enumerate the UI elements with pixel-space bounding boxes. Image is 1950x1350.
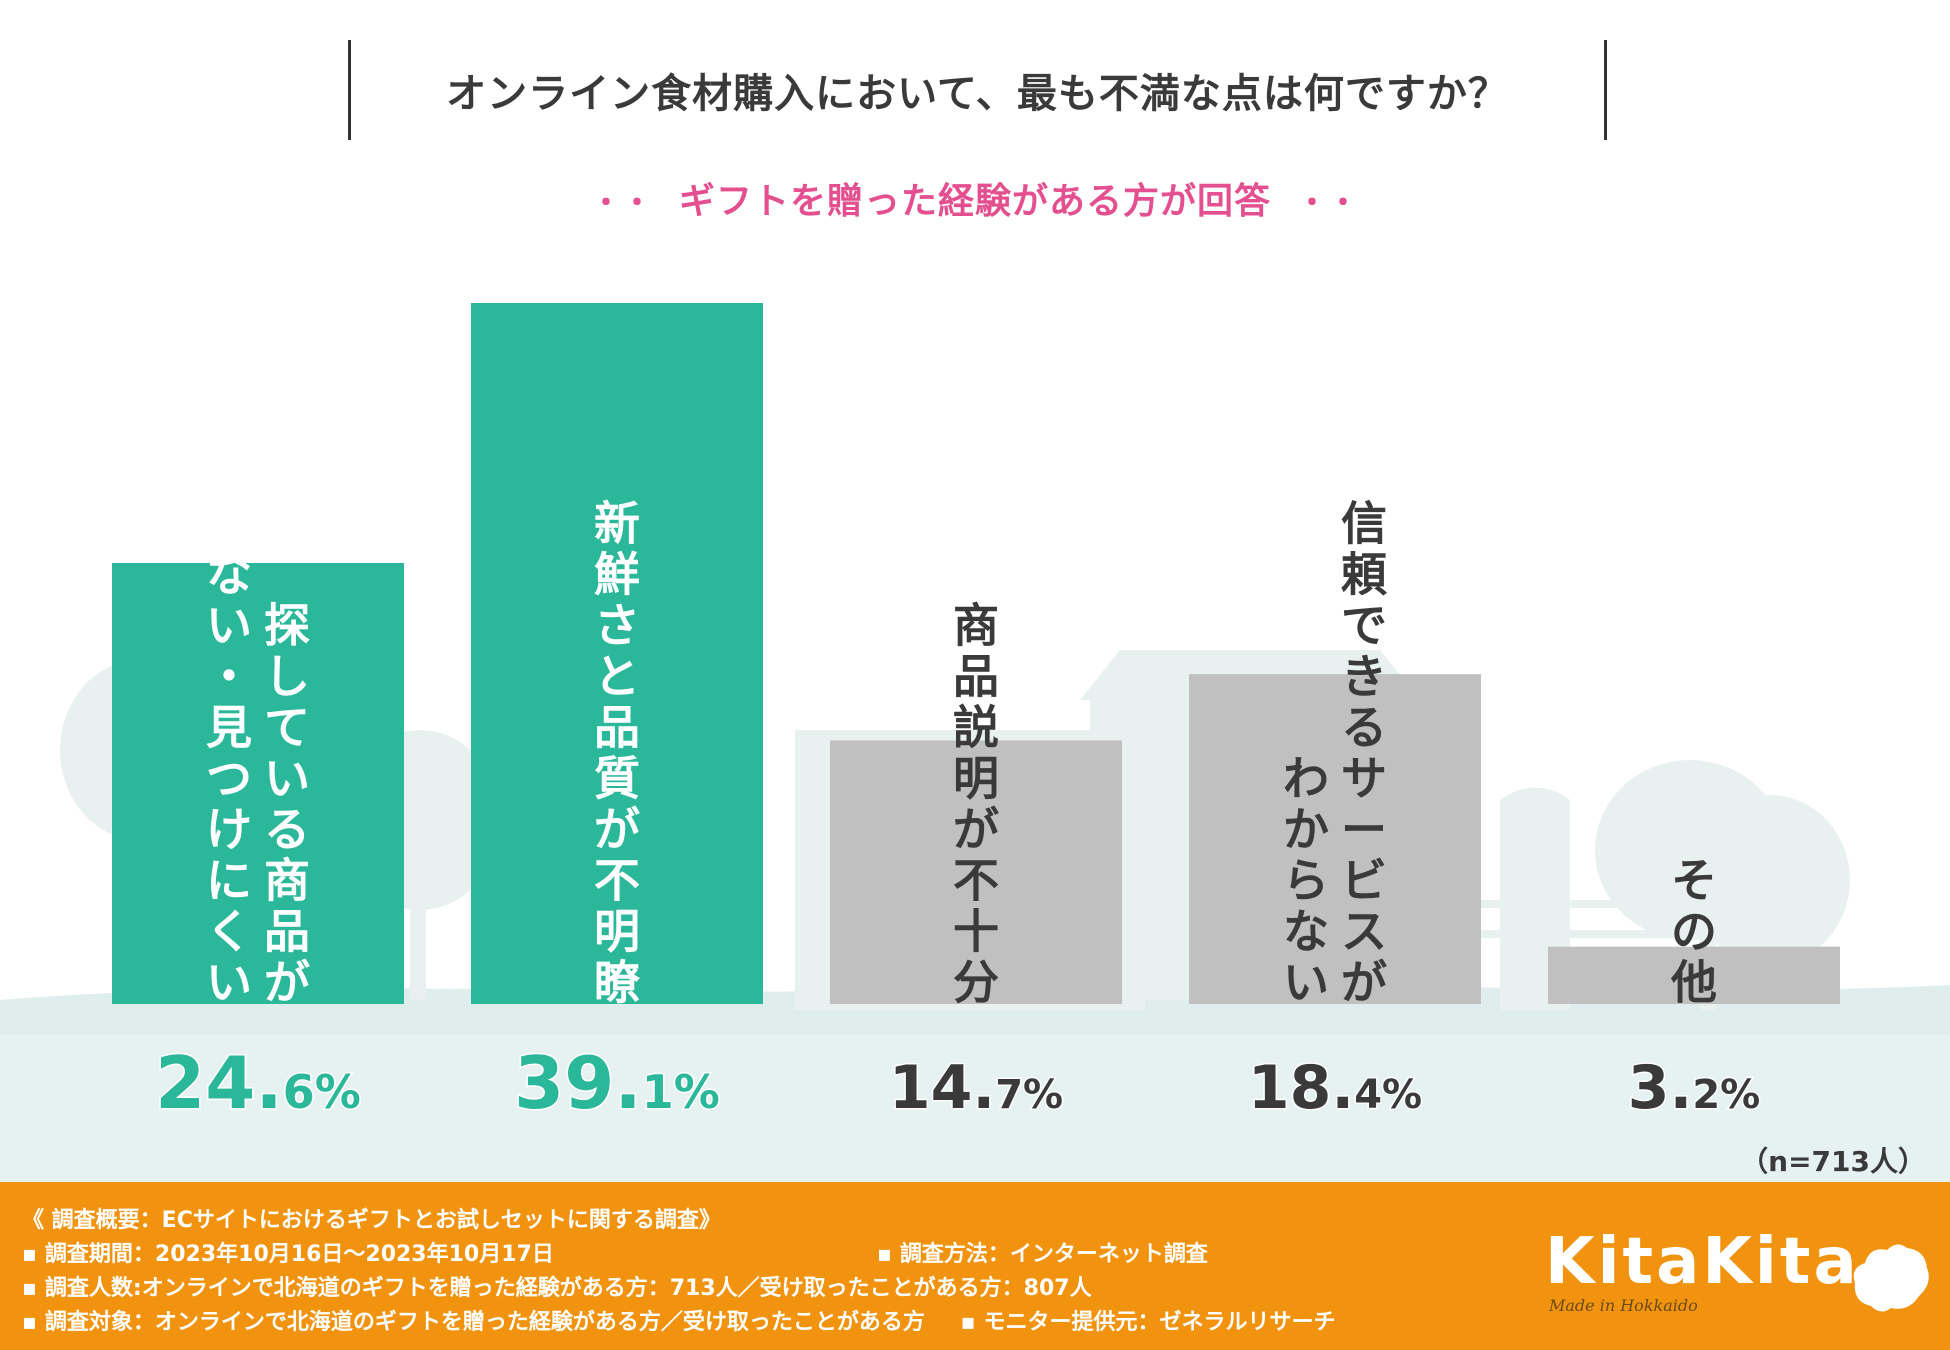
category-label-char: 明	[594, 905, 640, 959]
footer-survey-period: 調査期間：2023年10月16日～2023年10月17日	[44, 1242, 554, 1267]
category-label-char: し	[264, 650, 310, 704]
bar-chart: 探している商品が見つからない・見つけにくい24.6%新鮮さと品質が不明瞭39.1…	[112, 303, 1840, 1127]
category-label-char: 商	[264, 854, 310, 908]
footer-provider-wrap: ▪ モニター提供元：ゼネラルリサーチ	[961, 1310, 1336, 1335]
category-label-char: い	[1283, 956, 1329, 1010]
category-label-char: い	[206, 956, 252, 1010]
category-label-char: 品	[953, 650, 999, 704]
subtitle-dots-left: ・・	[590, 186, 653, 221]
category-label-char: 他	[1670, 956, 1717, 1010]
bar-1	[112, 562, 404, 1004]
chart-title: オンライン食材購入において、最も不満な点は何ですか？	[446, 71, 1509, 117]
brand-tagline: Made in Hokkaido	[1549, 1296, 1698, 1315]
category-label-char: ら	[206, 497, 252, 551]
bullet-icon: ▪	[960, 1310, 976, 1335]
subtitle-dots-right: ・・	[1297, 186, 1359, 221]
category-label-char: ビ	[1341, 854, 1387, 908]
footer-method-wrap: ▪ 調査方法：インターネット調査	[877, 1236, 1208, 1268]
category-label-char: て	[264, 701, 310, 755]
category-label-char: 新	[594, 497, 640, 551]
footer-line-period: ▪ 調査期間：2023年10月16日～2023年10月17日 ▪ 調査方法：インター…	[22, 1236, 1208, 1268]
sample-size-note: （n=713人）	[1740, 1145, 1926, 1178]
hokkaido-map-icon	[1853, 1244, 1929, 1312]
footer-survey-overview: 《 調査概要：ECサイトにおけるギフトとお試しセットに関する調査》	[22, 1208, 721, 1233]
category-label-char: と	[594, 650, 640, 704]
footer-survey-target: 調査対象：オンラインで北海道のギフトを贈った経験がある方／受け取ったことがある方	[44, 1310, 925, 1335]
category-label-char: が	[594, 803, 640, 857]
category-label-char: け	[206, 803, 252, 857]
bar-2	[471, 303, 763, 1004]
category-label-char: 瞭	[594, 956, 641, 1010]
category-label-char: 十	[953, 905, 999, 959]
category-label-char: が	[1341, 956, 1387, 1010]
category-label-char: ・	[206, 650, 252, 704]
value-label-3: 14.7%	[889, 1053, 1063, 1123]
category-label-char: 商	[953, 599, 999, 653]
category-label-char: 見	[206, 701, 252, 755]
category-label-char: 見	[206, 344, 252, 398]
bullet-icon: ▪	[22, 1242, 37, 1267]
category-label-char: 品	[264, 905, 310, 959]
brand-logo: KitaKita Made in Hokkaido	[1545, 1230, 1860, 1315]
footer-line-count: ▪ 調査人数:オンラインで北海道のギフトを贈った経験がある方：713人／受け取った…	[22, 1270, 1092, 1302]
value-label-1: 24.6%	[155, 1041, 361, 1125]
category-label-char: に	[206, 854, 252, 908]
category-label-char: な	[206, 548, 252, 602]
category-label-char: 頼	[1341, 548, 1388, 602]
bullet-icon: ▪	[22, 1310, 37, 1335]
brand-wordmark: KitaKita	[1545, 1225, 1860, 1299]
category-label-char: が	[264, 956, 310, 1010]
bullet-icon: ▪	[22, 1276, 37, 1301]
category-label-char: つ	[206, 395, 252, 449]
title-frame: オンライン食材購入において、最も不満な点は何ですか？	[348, 40, 1607, 140]
footer-line-target: ▪ 調査対象：オンラインで北海道のギフトを贈った経験がある方／受け取ったことがある…	[22, 1304, 1336, 1336]
value-label-4: 18.4%	[1248, 1053, 1422, 1123]
category-label-char: 信	[1341, 497, 1387, 551]
footer-survey-count: 調査人数:オンラインで北海道のギフトを贈った経験がある方：713人／受け取ったこ…	[44, 1276, 1092, 1301]
footer-monitor-provider: モニター提供元：ゼネラルリサーチ	[983, 1310, 1336, 1335]
bar-3	[830, 740, 1122, 1004]
bullet-icon: ▪	[877, 1242, 892, 1267]
bar-5	[1548, 946, 1840, 1004]
subtitle: ・・ ギフトを贈った経験がある方が回答 ・・	[0, 172, 1950, 224]
category-label-char: る	[1341, 701, 1387, 755]
category-label-char: 説	[953, 701, 999, 755]
category-label-char: く	[206, 905, 252, 959]
category-label-char: き	[1341, 650, 1387, 704]
category-label-char: サ	[1341, 752, 1387, 806]
category-label-char: さ	[594, 599, 640, 653]
category-label-char: の	[1671, 905, 1717, 959]
category-label-char: 明	[953, 752, 999, 806]
category-label-char: ー	[1341, 803, 1387, 857]
category-label-char: 不	[594, 854, 640, 908]
category-label-char: 探	[264, 599, 310, 653]
value-label-2: 39.1%	[514, 1041, 720, 1125]
subtitle-text: ギフトを贈った経験がある方が回答	[678, 181, 1271, 222]
category-label-char: つ	[206, 752, 252, 806]
category-label-char: で	[1341, 599, 1387, 653]
category-label-char: る	[264, 803, 310, 857]
survey-footer: 《 調査概要：ECサイトにおけるギフトとお試しセットに関する調査》 ▪ 調査期間：…	[0, 1182, 1950, 1350]
footer-survey-method: 調査方法：インターネット調査	[899, 1242, 1208, 1267]
category-label-char: か	[1283, 803, 1329, 857]
category-label-char: が	[953, 803, 999, 857]
category-label-char: 鮮	[594, 548, 640, 602]
category-label-char: 分	[953, 956, 999, 1010]
category-label-char: わ	[1283, 752, 1329, 806]
category-label-char: い	[206, 599, 252, 653]
category-label-char: 品	[594, 701, 640, 755]
category-label-char: そ	[1671, 854, 1717, 908]
category-label-char: 不	[953, 854, 999, 908]
category-label-char: か	[206, 446, 252, 500]
category-label-char: ス	[1341, 905, 1387, 959]
category-label-char: な	[1283, 905, 1329, 959]
category-label-char: い	[264, 752, 310, 806]
bar-4	[1189, 674, 1481, 1004]
category-label-char: ら	[1283, 854, 1329, 908]
category-label-char: 質	[594, 752, 640, 806]
value-label-5: 3.2%	[1628, 1053, 1760, 1123]
